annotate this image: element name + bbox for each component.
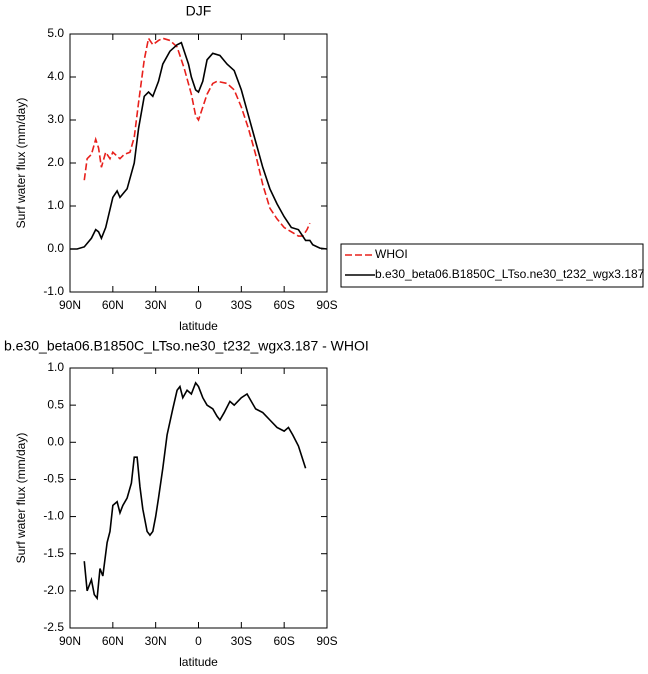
y-tick-label: 2.0 bbox=[47, 155, 64, 169]
plot-frame bbox=[69, 367, 328, 629]
y-tick-label: -1.0 bbox=[43, 284, 64, 298]
chart-title: b.e30_beta06.B1850C_LTso.ne30_t232_wgx3.… bbox=[4, 338, 369, 354]
x-tick-label: 0 bbox=[195, 298, 202, 312]
x-tick-label: 60S bbox=[273, 298, 294, 312]
data-line bbox=[83, 381, 307, 601]
y-tick-label: -0.5 bbox=[43, 472, 64, 486]
y-tick-label: 0.5 bbox=[47, 397, 64, 411]
x-tick-label: 90S bbox=[316, 634, 337, 648]
y-tick-label: 4.0 bbox=[47, 69, 64, 83]
y-axis-label: Surf water flux (mm/day) bbox=[14, 98, 28, 229]
chart-title: DJF bbox=[186, 3, 212, 19]
x-axis-label: latitude bbox=[179, 319, 218, 333]
y-axis-label: Surf water flux (mm/day) bbox=[14, 433, 28, 564]
x-tick-label: 30N bbox=[145, 634, 167, 648]
data-line bbox=[70, 41, 328, 250]
x-tick-label: 0 bbox=[195, 634, 202, 648]
x-tick-label: 30S bbox=[231, 298, 252, 312]
legend-label: WHOI bbox=[375, 247, 408, 261]
plot-frame bbox=[69, 33, 328, 293]
data-line bbox=[83, 36, 311, 237]
x-tick-label: 30N bbox=[145, 298, 167, 312]
x-tick-label: 90S bbox=[316, 298, 337, 312]
y-tick-label: 0.0 bbox=[47, 241, 64, 255]
legend-label: b.e30_beta06.B1850C_LTso.ne30_t232_wgx3.… bbox=[375, 267, 645, 281]
y-tick-label: -1.0 bbox=[43, 509, 64, 523]
y-tick-label: 1.0 bbox=[47, 360, 64, 374]
x-tick-label: 90N bbox=[59, 634, 81, 648]
x-tick-label: 60N bbox=[102, 298, 124, 312]
x-tick-label: 60S bbox=[273, 634, 294, 648]
y-tick-label: 5.0 bbox=[47, 26, 64, 40]
y-tick-label: 1.0 bbox=[47, 198, 64, 212]
legend-box bbox=[340, 243, 644, 288]
x-tick-label: 90N bbox=[59, 298, 81, 312]
y-tick-label: -2.5 bbox=[43, 620, 64, 634]
y-tick-label: -2.0 bbox=[43, 583, 64, 597]
x-tick-label: 30S bbox=[231, 634, 252, 648]
x-axis-label: latitude bbox=[179, 655, 218, 669]
y-tick-label: -1.5 bbox=[43, 546, 64, 560]
y-tick-label: 0.0 bbox=[47, 434, 64, 448]
x-tick-label: 60N bbox=[102, 634, 124, 648]
y-tick-label: 3.0 bbox=[47, 112, 64, 126]
